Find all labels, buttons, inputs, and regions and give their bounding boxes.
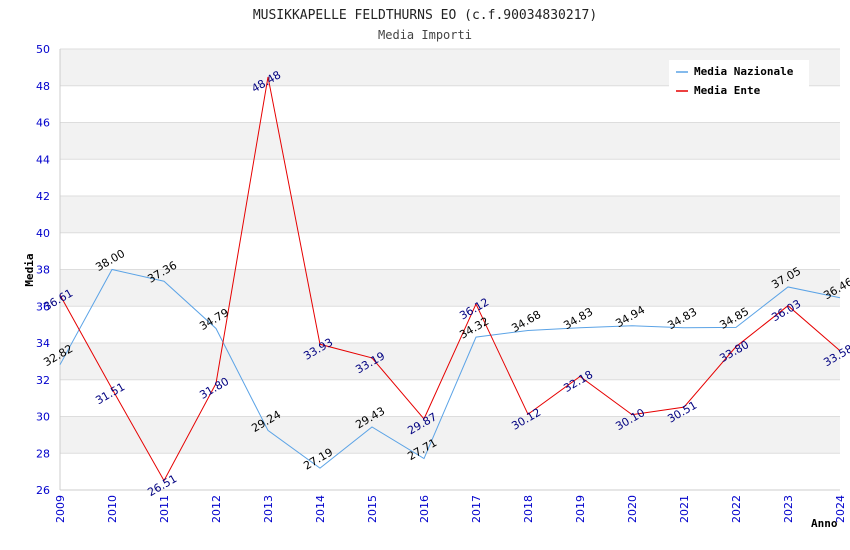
x-tick-label: 2023: [782, 495, 795, 523]
y-tick-label: 42: [36, 190, 50, 203]
y-tick-label: 34: [36, 337, 50, 350]
y-tick-label: 26: [36, 484, 50, 497]
y-tick-label: 30: [36, 411, 50, 424]
x-tick-label: 2020: [626, 495, 639, 523]
data-label: 34.79: [197, 306, 231, 333]
data-label: 31.51: [93, 380, 127, 407]
legend-label-nazionale: Media Nazionale: [694, 65, 794, 78]
grid-band: [60, 122, 840, 160]
chart-title: MUSIKKAPELLE FELDTHURNS EO (c.f.90034830…: [253, 8, 597, 23]
x-tick-label: 2012: [210, 495, 223, 523]
grid-band: [60, 269, 840, 307]
x-tick-label: 2022: [730, 495, 743, 523]
y-tick-label: 46: [36, 117, 50, 130]
x-tick-label: 2019: [574, 495, 587, 523]
legend-box: [669, 60, 809, 98]
y-tick-label: 40: [36, 227, 50, 240]
y-tick-label: 32: [36, 374, 50, 387]
grid-lines: [60, 48, 840, 491]
y-axis-label: Media: [23, 253, 36, 286]
y-tick-label: 48: [36, 80, 50, 93]
y-axis-ticks: 26 28 30 32 34 36 38 40 42 44 46 48 50: [36, 43, 50, 497]
y-tick-label: 28: [36, 447, 50, 460]
grid-band: [60, 416, 840, 454]
series-lines: [59, 76, 841, 482]
x-axis-label: Anno: [811, 517, 838, 530]
legend-label-ente: Media Ente: [694, 84, 761, 97]
legend: Media Nazionale Media Ente: [669, 60, 809, 98]
x-tick-label: 2017: [470, 495, 483, 523]
x-tick-label: 2021: [678, 495, 691, 523]
chart-subtitle: Media Importi: [378, 28, 472, 42]
y-tick-label: 36: [36, 300, 50, 313]
x-tick-label: 2013: [262, 495, 275, 523]
y-tick-label: 44: [36, 153, 50, 166]
x-tick-label: 2018: [522, 495, 535, 523]
grid-band: [60, 196, 840, 233]
y-tick-label: 38: [36, 264, 50, 277]
x-tick-label: 2014: [314, 495, 327, 523]
data-label: 36.61: [41, 287, 75, 314]
x-tick-label: 2009: [54, 495, 67, 523]
y-tick-label: 50: [36, 43, 50, 56]
series-line-ente: [59, 76, 841, 482]
x-tick-label: 2011: [158, 495, 171, 523]
axes: [59, 49, 840, 491]
x-tick-label: 2010: [106, 495, 119, 523]
x-axis-ticks: 2009 2010 2011 2012 2013 2014 2015 2016 2017 2018…: [54, 495, 847, 523]
x-tick-label: 2024: [834, 495, 847, 523]
x-tick-label: 2016: [418, 495, 431, 523]
x-tick-label: 2015: [366, 495, 379, 523]
series-line-nazionale: [59, 268, 841, 469]
plot-background: [60, 49, 840, 454]
